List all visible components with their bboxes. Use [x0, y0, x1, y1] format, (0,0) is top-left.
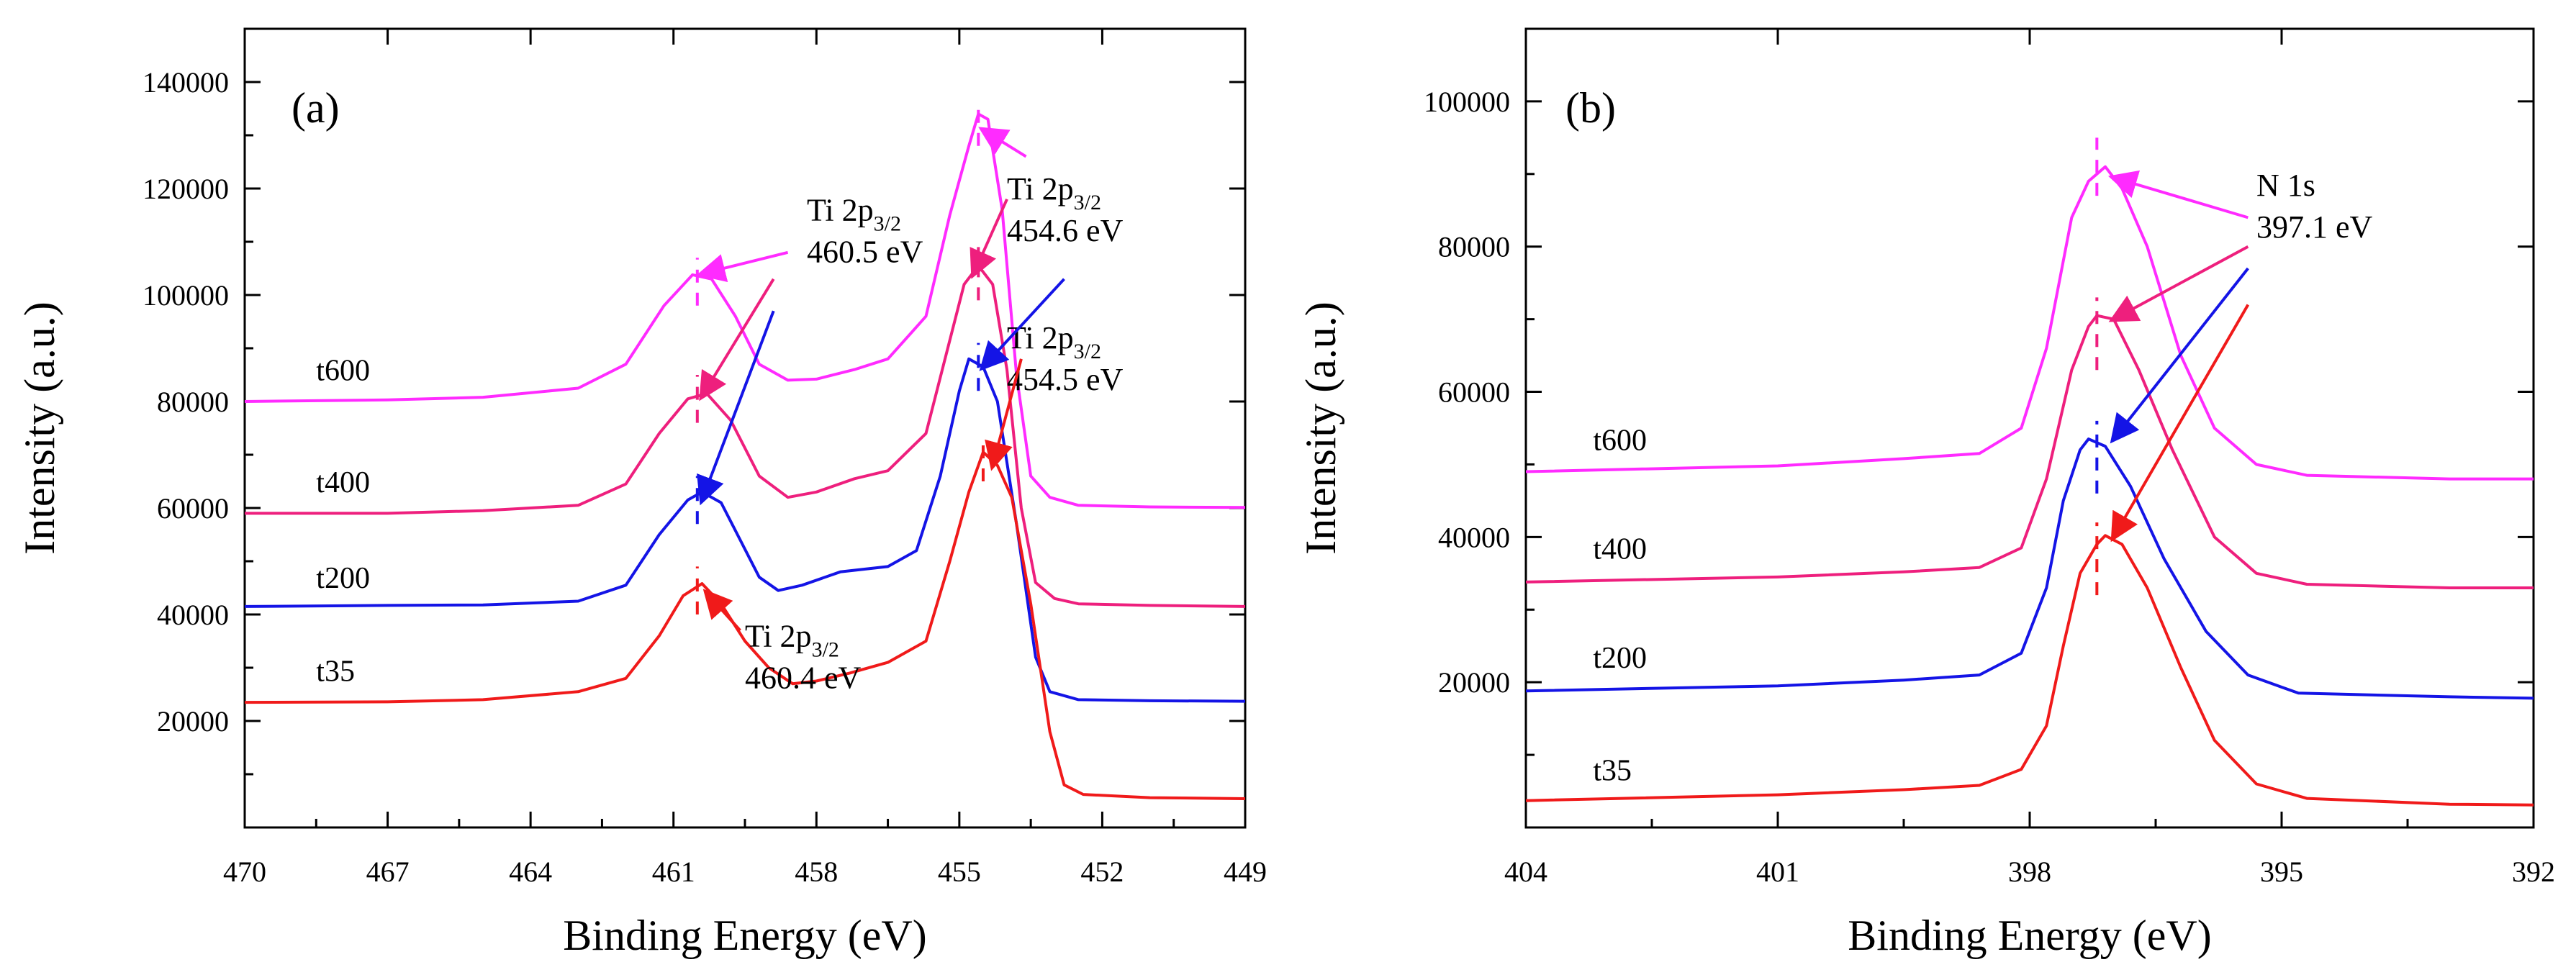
y-tick-label: 20000 [1438, 666, 1510, 699]
series-line-t200 [244, 357, 1246, 703]
series-line-t600 [244, 112, 1246, 509]
peak-annotation-value: 460.5 eV [807, 234, 923, 269]
y-tick-label: 80000 [1438, 231, 1510, 263]
annotation-arrow [978, 127, 1027, 158]
x-tick-label: 470 [223, 856, 266, 888]
annotation-arrow [697, 310, 775, 506]
annotation-arrow [2107, 170, 2249, 219]
annotation-arrow [699, 278, 775, 401]
panel-label: (b) [1565, 84, 1616, 132]
y-tick-label: 100000 [1424, 86, 1510, 118]
y-tick-label: 20000 [157, 705, 229, 738]
y-axis-title: Intensity (a.u.) [16, 301, 63, 555]
peak-annotation: Ti 2p3/2 [1007, 171, 1101, 214]
peak-annotation-value: 454.5 eV [1007, 362, 1124, 397]
x-tick-label: 401 [1756, 856, 1799, 888]
curve-label-t200: t200 [1593, 642, 1647, 675]
annotation-arrow [979, 278, 1065, 371]
annotation-arrow [696, 250, 789, 283]
x-tick-label: 461 [652, 856, 695, 888]
x-tick-label: 464 [509, 856, 552, 888]
curve-label-t600: t600 [1593, 424, 1647, 457]
series-line-t200 [1525, 437, 2534, 700]
curve-label-t400: t400 [316, 466, 370, 499]
x-tick-label: 452 [1080, 856, 1124, 888]
y-tick-label: 60000 [1438, 376, 1510, 409]
peak-annotation-value: 460.4 eV [745, 660, 862, 695]
peak-annotation-value: 454.6 eV [1007, 213, 1124, 248]
peak-annotation: N 1s [2256, 168, 2315, 203]
series-line-t400 [245, 264, 1246, 608]
x-tick-label: 392 [2512, 856, 2555, 888]
peak-annotation: Ti 2p3/2 [745, 618, 839, 661]
annotation-arrow [2108, 245, 2249, 322]
y-tick-label: 40000 [1438, 521, 1510, 553]
annotation-arrow [985, 358, 1023, 471]
series-line-t35 [244, 450, 1246, 800]
panel-a: 470 467 464 461 458 455 452 449 20000 40000 60000 8… [16, 27, 1267, 959]
x-tick-label: 395 [2260, 856, 2303, 888]
peak-annotation-value: 397.1 eV [2256, 209, 2373, 245]
y-axis-title: Intensity (a.u.) [1297, 301, 1345, 555]
y-tick-label: 140000 [143, 66, 229, 99]
x-tick-label: 455 [938, 856, 981, 888]
series-line-t400 [1525, 314, 2534, 589]
curve-label-t400: t400 [1593, 533, 1647, 566]
curve-label-t200: t200 [316, 562, 370, 595]
y-tick-label: 80000 [157, 386, 229, 418]
panel-b: 404 401 398 395 392 20000 40000 60000 80000 10000… [1297, 27, 2555, 959]
x-axis-title: Binding Energy (eV) [1848, 912, 2211, 959]
peak-annotation: Ti 2p3/2 [1007, 320, 1101, 363]
x-tick-label: 467 [366, 856, 410, 888]
x-tick-label: 404 [1504, 856, 1547, 888]
plot-frame [1524, 27, 2535, 829]
annotation-arrow [2110, 267, 2249, 444]
y-tick-label: 120000 [143, 173, 229, 205]
plot-frame [243, 27, 1247, 829]
y-tick-label: 40000 [157, 599, 229, 631]
series-line-t600 [1525, 165, 2534, 481]
x-tick-label: 458 [795, 856, 838, 888]
y-tick-label: 100000 [143, 279, 229, 312]
peak-annotation: Ti 2p3/2 [807, 192, 901, 235]
x-tick-label: 449 [1224, 856, 1267, 888]
curve-label-t600: t600 [316, 354, 370, 387]
curve-label-t35: t35 [1593, 754, 1632, 787]
annotation-arrow [702, 589, 741, 632]
curve-label-t35: t35 [316, 655, 355, 689]
annotation-arrow [970, 198, 1008, 279]
y-tick-label: 60000 [157, 492, 229, 525]
x-tick-label: 398 [2008, 856, 2051, 888]
series-line-t35 [1525, 534, 2534, 807]
x-axis-title: Binding Energy (eV) [563, 912, 926, 959]
annotation-arrow [2110, 304, 2250, 543]
panel-label: (a) [292, 84, 340, 132]
